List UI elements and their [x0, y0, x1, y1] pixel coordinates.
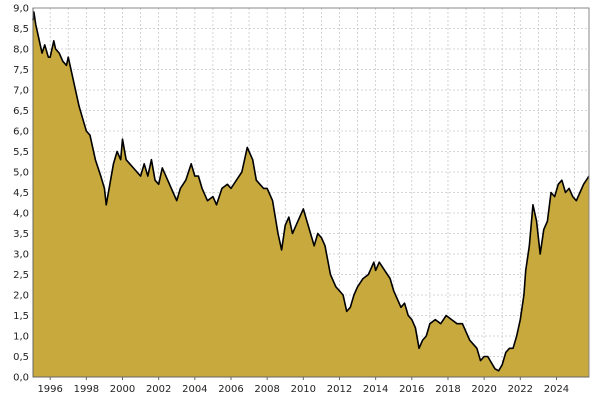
y-tick-label: 3,0	[13, 250, 29, 261]
series-line	[32, 11, 590, 372]
y-tick-label: 1,0	[13, 332, 29, 343]
x-tick-label: 1998	[74, 384, 99, 395]
x-tick-label: 2006	[218, 384, 243, 395]
y-tick-label: 4,0	[13, 209, 29, 220]
y-tick-label: 7,5	[13, 65, 29, 76]
x-axis-tick-labels: 1996 1998 2000 2002 2004 2006 2008 2010 2012 2014…	[37, 384, 569, 395]
x-tick-label: 2020	[471, 384, 496, 395]
x-tick-label: 2004	[182, 384, 207, 395]
x-tick-label: 2008	[254, 384, 279, 395]
y-tick-label: 6,5	[13, 106, 29, 117]
x-tick-label: 2010	[291, 384, 316, 395]
x-tick-label: 1996	[37, 384, 62, 395]
x-tick-label: 2016	[399, 384, 424, 395]
y-tick-label: 0,5	[13, 352, 29, 363]
series-area	[33, 12, 589, 377]
y-tick-label: 2,0	[13, 291, 29, 302]
y-tick-label: 2,5	[13, 270, 29, 281]
y-tick-label: 6,0	[13, 127, 29, 138]
y-tick-label: 8,5	[13, 24, 29, 35]
x-tick-label: 2024	[544, 384, 569, 395]
y-tick-label: 9,0	[13, 4, 29, 15]
y-tick-label: 8,0	[13, 45, 29, 56]
y-tick-label: 3,5	[13, 229, 29, 240]
y-tick-label: 1,5	[13, 311, 29, 322]
x-tick-label: 2002	[146, 384, 171, 395]
x-tick-label: 2000	[110, 384, 135, 395]
x-tick-label: 2018	[435, 384, 460, 395]
y-tick-label: 5,0	[13, 168, 29, 179]
axis-layer	[32, 7, 590, 380]
x-tick-label: 2014	[363, 384, 388, 395]
y-tick-label: 0,0	[13, 373, 29, 384]
y-tick-label: 4,5	[13, 188, 29, 199]
y-tick-label: 5,5	[13, 147, 29, 158]
y-axis-tick-labels: 0,0 0,5 1,0 1,5 2,0 2,5 3,0 3,5 4,0 4,5 5,0 5,5 6,0 6…	[13, 4, 29, 384]
series-layer	[32, 11, 590, 377]
y-tick-label: 7,0	[13, 86, 29, 97]
x-tick-label: 2022	[508, 384, 533, 395]
x-tick-label: 2012	[327, 384, 352, 395]
